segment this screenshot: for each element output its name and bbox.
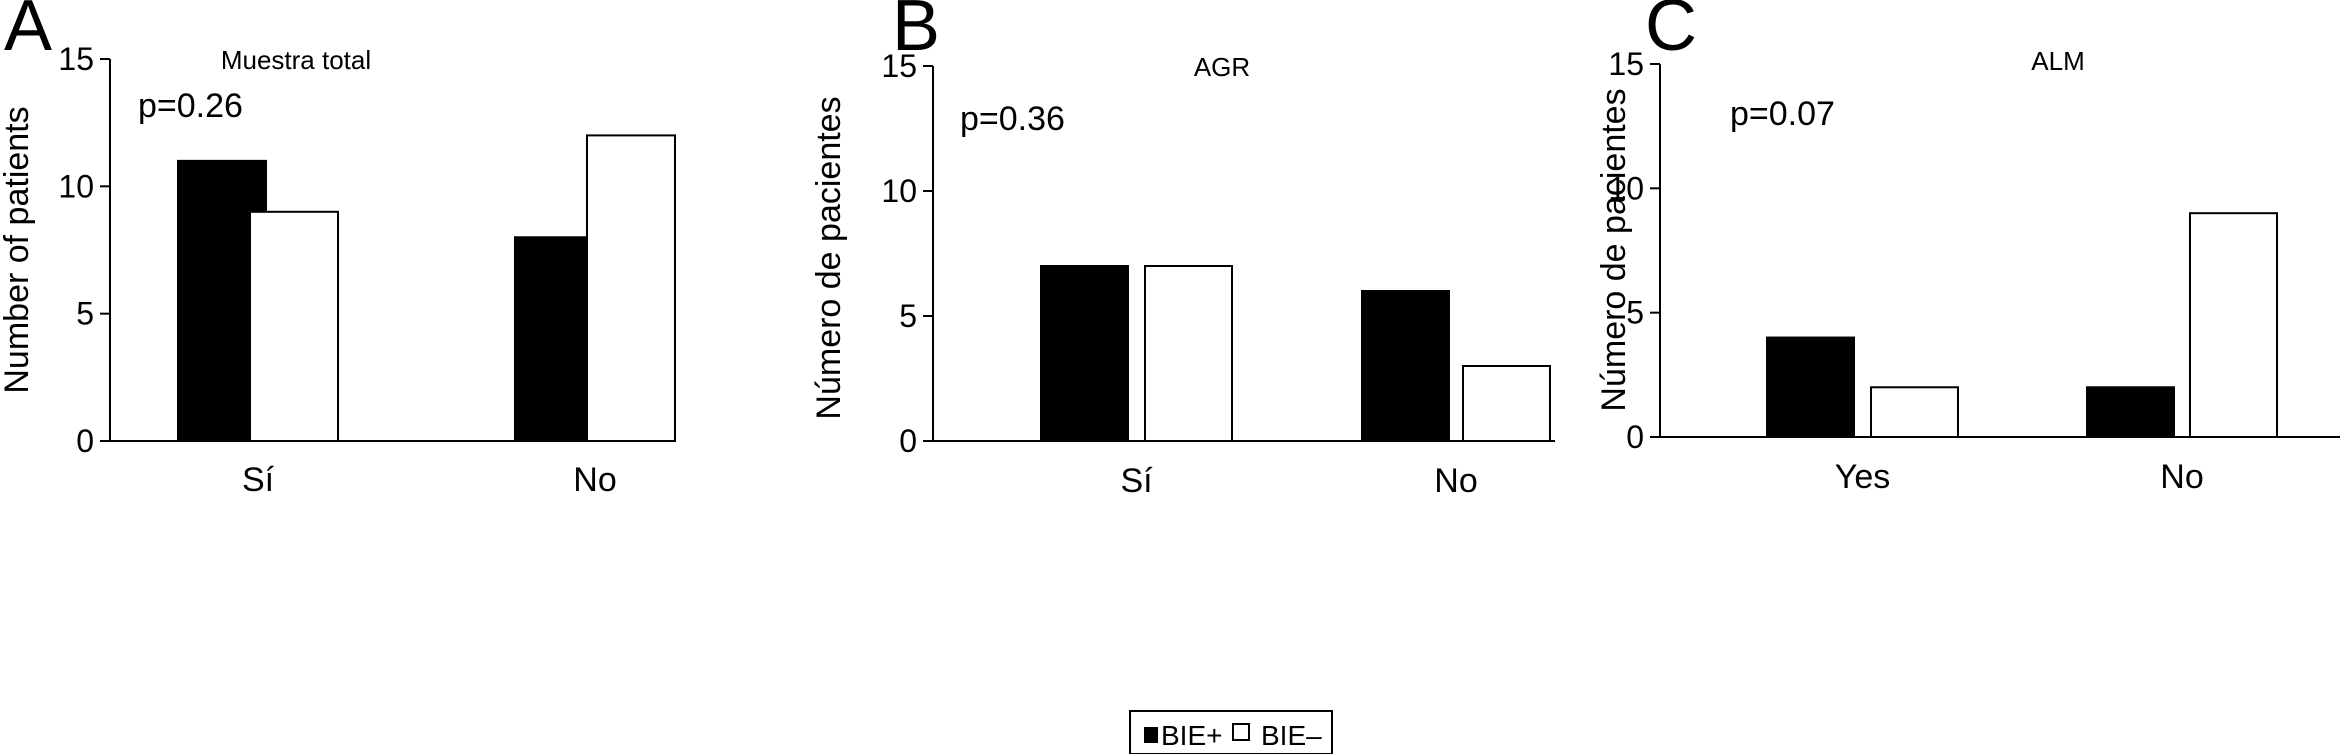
y-tick-label: 0 (1626, 419, 1644, 455)
bar (249, 210, 339, 442)
y-axis-title: Número de pacientes (1595, 88, 1633, 411)
y-tick-label: 10 (58, 168, 94, 204)
p-value-annotation: p=0.07 (1730, 95, 1835, 133)
legend-label-bie-minus: BIE– (1261, 720, 1322, 751)
legend: BIE+ BIE– (1129, 710, 1333, 754)
legend-frame (1129, 710, 1333, 754)
x-category-label: No (2160, 458, 2203, 496)
legend-swatch-bie-plus (1144, 727, 1158, 743)
panel-letter: C (1645, 0, 1697, 66)
panel-letter: A (4, 0, 52, 66)
y-tick-label: 10 (1608, 170, 1644, 206)
bar (2189, 212, 2278, 438)
y-tick-label: 15 (58, 41, 94, 77)
panels: 0 5 10 15 Sí No Number of patients A Muestra tot… (0, 0, 2340, 500)
p-value-annotation: p=0.26 (138, 87, 243, 125)
panel-letter: B (892, 0, 940, 66)
y-tick-label: 10 (881, 173, 917, 209)
y-axis-title: Number of patients (0, 106, 36, 393)
bar (1040, 265, 1129, 442)
bar (1144, 265, 1233, 442)
y-tick-label: 5 (899, 298, 917, 334)
bar (1870, 386, 1959, 438)
chart-title: Muestra total (221, 45, 371, 75)
y-tick-label: 5 (1626, 295, 1644, 331)
x-category-label: No (573, 461, 616, 499)
legend-label-bie-plus: BIE+ (1161, 720, 1222, 751)
x-category-label: No (1434, 462, 1477, 500)
y-tick-label: 5 (76, 296, 94, 332)
bar (1462, 365, 1551, 442)
bar (586, 134, 676, 442)
y-tick-label: 0 (899, 423, 917, 459)
chart-title: AGR (1194, 52, 1250, 82)
bar (1361, 290, 1450, 442)
bar (2086, 386, 2175, 438)
bar (1766, 336, 1855, 438)
x-category-label: Sí (1120, 462, 1153, 500)
x-category-label: Yes (1835, 458, 1890, 496)
p-value-annotation: p=0.36 (960, 100, 1065, 138)
y-tick-label: 0 (76, 423, 94, 459)
y-tick-label: 15 (881, 48, 917, 84)
y-tick-label: 15 (1608, 46, 1644, 82)
chart-title: ALM (2031, 46, 2084, 76)
legend-swatch-bie-minus (1232, 723, 1250, 741)
x-category-label: Sí (242, 461, 275, 499)
y-axis-title: Número de pacientes (810, 96, 848, 419)
